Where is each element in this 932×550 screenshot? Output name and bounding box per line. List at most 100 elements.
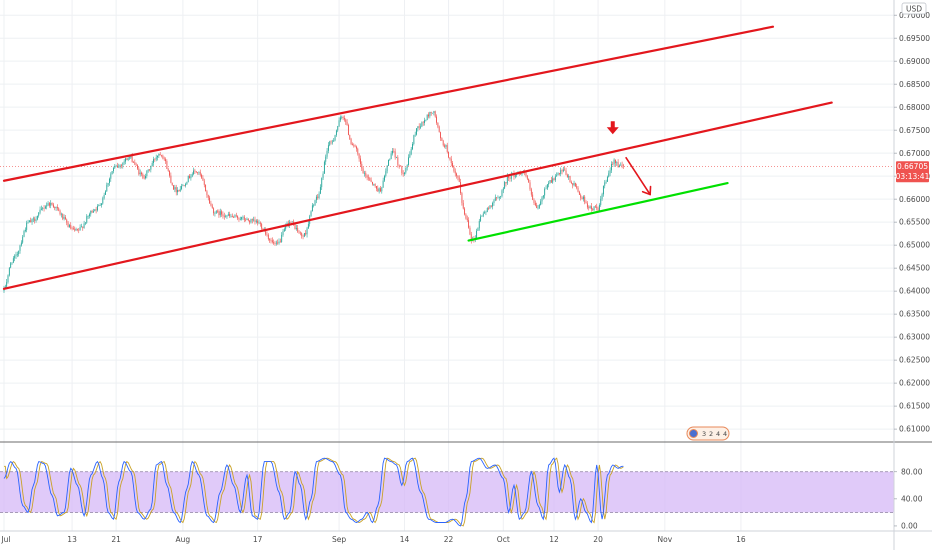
time-tick-label-12: 16: [736, 535, 746, 544]
candle-body-95: [130, 155, 132, 158]
candle-body-292: [393, 150, 395, 152]
candle-body-101: [138, 168, 140, 175]
stoch-k-line: [3, 457, 624, 527]
stochastic-oscillator: [3, 457, 624, 527]
candle-body-426: [572, 183, 574, 186]
candle-body-130: [177, 189, 178, 193]
channel-middle-line[interactable]: [2, 101, 833, 290]
candle-body-328: [441, 138, 443, 141]
time-axis[interactable]: Jul 13 21 Aug 17 Sep 14 22 Oct 12 20 Nov 16: [0, 535, 745, 544]
candle-body-45: [63, 217, 65, 219]
candle-body-349: [469, 227, 471, 235]
candle-body-156: [211, 205, 213, 209]
candle-body-8: [14, 255, 16, 259]
candle-body-463: [621, 164, 623, 166]
candle-body-113: [154, 159, 156, 160]
channel-upper-line[interactable]: [2, 25, 775, 182]
price-tick-label-13: 0.63500: [899, 310, 930, 319]
candle-body-442: [593, 206, 595, 211]
candle-body-72: [99, 205, 101, 206]
time-tick-label-8: Oct: [497, 535, 510, 544]
candle-body-262: [353, 144, 355, 146]
candle-body-276: [372, 181, 373, 185]
candle-body-168: [227, 214, 229, 216]
candle-body-248: [334, 135, 336, 141]
candle-body-462: [620, 164, 622, 166]
indicator-badge-value-1: 2: [709, 430, 713, 438]
candle-body-137: [186, 181, 188, 185]
candle-body-409: [549, 180, 551, 183]
candle-body-350: [470, 234, 472, 241]
candle-body-88: [121, 165, 122, 166]
candle-body-184: [249, 220, 251, 223]
candle-body-335: [450, 158, 452, 164]
candle-body-31: [44, 206, 46, 209]
time-tick-label-11: Nov: [658, 535, 673, 544]
stoch-axis[interactable]: 80.00 40.00 0.00: [894, 467, 923, 531]
candle-body-232: [313, 205, 315, 206]
candle-body-222: [299, 232, 301, 234]
candle-body-63: [87, 216, 89, 217]
candle-body-441: [592, 209, 594, 211]
candle-body-333: [448, 152, 450, 158]
candle-body-171: [231, 215, 233, 218]
projection-arrow-line[interactable]: [625, 156, 651, 196]
candle-body-117: [159, 154, 161, 156]
candle-body-206: [278, 241, 280, 244]
candle-body-99: [135, 164, 137, 166]
candle-body-437: [586, 203, 588, 208]
candle-body-392: [526, 176, 528, 179]
candle-body-23: [34, 218, 36, 221]
candle-body-56: [78, 229, 80, 231]
candle-body-146: [198, 171, 200, 173]
candle-body-400: [537, 207, 539, 209]
candle-body-304: [409, 154, 411, 158]
candle-body-136: [185, 184, 187, 186]
support-line[interactable]: [467, 181, 729, 242]
down-arrow-marker-icon[interactable]: [606, 121, 619, 135]
candle-body-73: [101, 203, 102, 206]
candle-body-242: [326, 150, 328, 157]
candle-body-29: [42, 207, 44, 209]
candle-body-133: [181, 186, 183, 189]
candle-body-192: [259, 222, 261, 224]
candle-body-215: [290, 222, 292, 223]
candle-body-197: [266, 234, 268, 236]
candle-body-128: [174, 187, 176, 190]
time-tick-label-4: 17: [253, 535, 263, 544]
candle-body-307: [413, 135, 415, 144]
candle-body-297: [400, 165, 401, 167]
indicator-badge[interactable]: 3 2 4 4: [686, 426, 730, 441]
last-price-badge-bg: [896, 161, 929, 183]
currency-badge[interactable]: USD: [901, 2, 927, 15]
candle-body-434: [582, 196, 584, 200]
candle-body-5: [10, 263, 12, 268]
candle-body-158: [214, 213, 216, 214]
candle-body-94: [129, 157, 130, 159]
candle-body-125: [170, 175, 172, 183]
candle-body-460: [617, 162, 619, 167]
candle-body-167: [226, 215, 228, 217]
candle-body-53: [74, 228, 76, 231]
candle-body-325: [437, 122, 439, 127]
candle-body-239: [322, 173, 324, 179]
candle-body-443: [594, 206, 596, 208]
candle-body-46: [64, 217, 66, 220]
candle-body-345: [464, 208, 466, 215]
candle-body-32: [46, 205, 48, 207]
candle-body-394: [529, 182, 531, 190]
candle-body-278: [374, 184, 376, 187]
candle-body-148: [201, 174, 203, 178]
candle-body-336: [452, 163, 454, 168]
candle-body-415: [557, 173, 559, 176]
indicator-badge-bg: [686, 426, 730, 441]
candle-body-288: [388, 159, 389, 166]
candle-body-423: [568, 176, 570, 178]
candle-body-275: [370, 180, 372, 182]
candle-body-196: [265, 230, 267, 235]
candle-body-166: [225, 216, 227, 218]
candle-body-15: [23, 231, 25, 237]
candle-body-221: [298, 231, 300, 233]
candle-body-316: [425, 120, 427, 121]
candle-body-264: [355, 146, 357, 149]
